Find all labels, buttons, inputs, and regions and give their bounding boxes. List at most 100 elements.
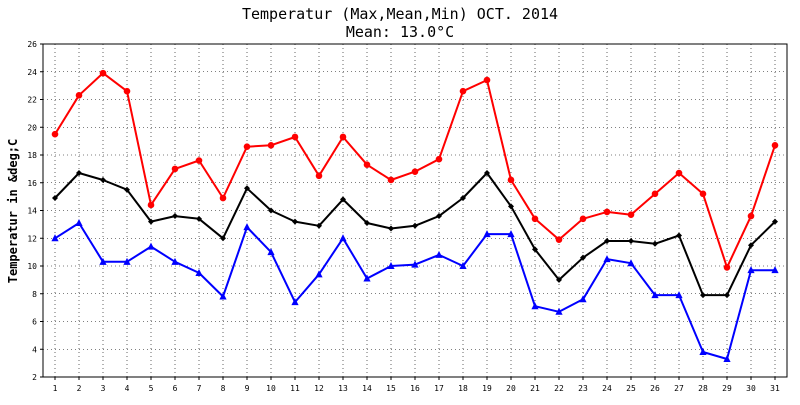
- data-point-max: [435, 155, 443, 163]
- x-tick-label: 7: [197, 384, 202, 393]
- data-point-mean: [76, 170, 82, 177]
- data-point-mean: [124, 186, 130, 193]
- data-point-min: [291, 298, 299, 306]
- data-point-max: [75, 92, 83, 99]
- x-tick-label: 29: [722, 384, 732, 393]
- x-tick-label: 20: [506, 384, 516, 393]
- data-point-max: [699, 190, 707, 198]
- y-tick-label: 4: [32, 345, 37, 354]
- y-tick-label: 8: [32, 290, 37, 299]
- x-tick-label: 5: [149, 384, 154, 393]
- x-tick-label: 3: [101, 384, 106, 393]
- x-tick-label: 22: [554, 384, 564, 393]
- data-point-max: [123, 87, 131, 95]
- data-point-max: [267, 141, 275, 149]
- data-point-mean: [604, 238, 610, 245]
- data-point-min: [195, 268, 203, 276]
- data-point-min: [771, 266, 779, 274]
- data-point-max: [531, 215, 539, 223]
- data-point-mean: [580, 254, 586, 261]
- data-point-max: [411, 168, 419, 175]
- x-tick-label: 4: [125, 384, 130, 393]
- data-point-min: [723, 354, 731, 362]
- data-point-mean: [508, 203, 514, 210]
- data-point-max: [747, 212, 755, 220]
- x-tick-label: 30: [746, 384, 756, 393]
- series-mean: [52, 170, 778, 299]
- data-point-mean: [268, 207, 274, 214]
- data-point-max: [555, 236, 563, 243]
- data-point-max: [387, 176, 395, 184]
- data-point-mean: [52, 195, 58, 202]
- x-tick-label: 24: [602, 384, 612, 393]
- data-point-mean: [460, 195, 466, 202]
- data-point-min: [99, 257, 107, 265]
- y-tick-label: 14: [27, 207, 37, 216]
- chart-title: Temperatur (Max,Mean,Min) OCT. 2014: [242, 5, 558, 23]
- data-point-mean: [700, 292, 706, 299]
- data-point-mean: [340, 196, 346, 203]
- data-point-min: [555, 307, 563, 315]
- x-tick-label: 13: [338, 384, 348, 393]
- x-tick-label: 10: [266, 384, 276, 393]
- data-point-mean: [148, 218, 154, 225]
- data-point-mean: [292, 218, 298, 225]
- data-point-mean: [436, 213, 442, 220]
- data-point-max: [507, 176, 515, 184]
- x-tick-label: 25: [626, 384, 636, 393]
- x-tick-label: 11: [290, 384, 300, 393]
- x-tick-label: 26: [650, 384, 660, 393]
- data-point-mean: [772, 218, 778, 225]
- data-point-min: [267, 248, 275, 256]
- data-point-mean: [388, 225, 394, 232]
- x-tick-label: 27: [674, 384, 684, 393]
- data-point-max: [339, 133, 347, 141]
- x-tick-label: 14: [362, 384, 372, 393]
- x-tick-label: 18: [458, 384, 468, 393]
- data-point-max: [771, 141, 779, 149]
- data-point-min: [627, 259, 635, 267]
- data-point-max: [243, 143, 251, 150]
- data-point-mean: [676, 232, 682, 239]
- x-tick-label: 6: [173, 384, 178, 393]
- data-point-max: [363, 161, 371, 169]
- data-point-min: [219, 292, 227, 300]
- x-tick-label: 28: [698, 384, 708, 393]
- y-tick-label: 16: [27, 179, 37, 188]
- series-max: [51, 69, 779, 271]
- data-point-mean: [628, 238, 634, 245]
- chart-subtitle: Mean: 13.0°C: [346, 23, 454, 41]
- data-point-min: [147, 242, 155, 250]
- x-tick-label: 9: [245, 384, 250, 393]
- data-point-mean: [724, 292, 730, 299]
- data-point-mean: [220, 235, 226, 242]
- x-tick-label: 15: [386, 384, 396, 393]
- data-point-min: [363, 274, 371, 282]
- y-tick-label: 18: [27, 151, 37, 160]
- y-tick-label: 12: [27, 234, 37, 243]
- data-point-max: [723, 264, 731, 271]
- data-point-min: [339, 234, 347, 242]
- data-point-max: [291, 133, 299, 141]
- data-point-min: [483, 230, 491, 238]
- data-point-mean: [172, 213, 178, 220]
- data-point-mean: [748, 242, 754, 249]
- series-line-min: [54, 222, 775, 360]
- data-point-min: [699, 348, 707, 356]
- data-point-max: [195, 157, 203, 164]
- data-point-min: [651, 291, 659, 299]
- x-tick-label: 8: [221, 384, 226, 393]
- y-tick-label: 24: [27, 68, 37, 77]
- x-tick-label: 21: [530, 384, 540, 393]
- data-series: [51, 69, 779, 362]
- data-point-mean: [196, 215, 202, 222]
- data-point-mean: [364, 219, 370, 226]
- data-point-mean: [556, 276, 562, 283]
- data-point-max: [315, 172, 323, 180]
- x-tick-label: 23: [578, 384, 588, 393]
- x-tick-label: 12: [314, 384, 324, 393]
- y-tick-label: 6: [32, 318, 37, 327]
